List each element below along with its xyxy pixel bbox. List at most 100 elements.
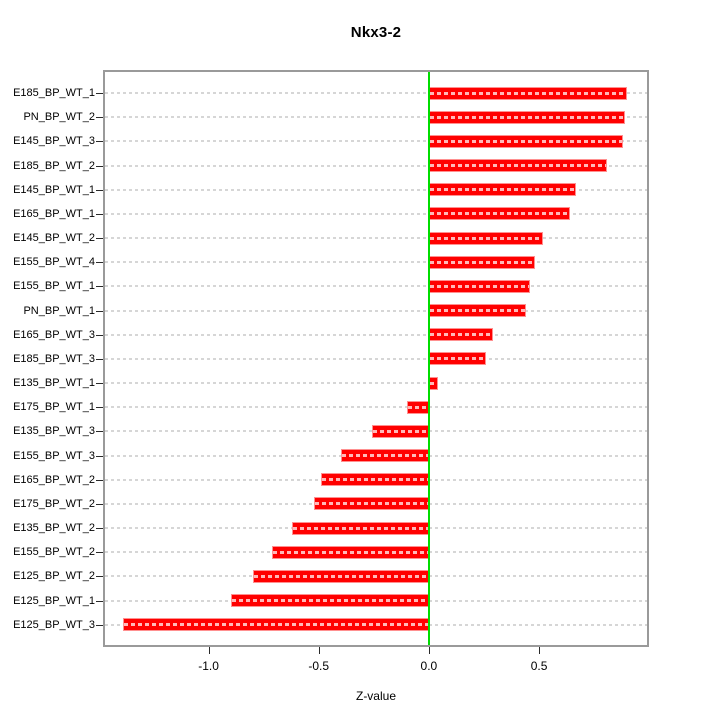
bar-E185_BP_WT_3 xyxy=(428,352,487,366)
bar-E175_BP_WT_1 xyxy=(406,400,429,414)
y-tick-mark xyxy=(96,576,103,578)
plot-area xyxy=(103,70,649,647)
y-tick-mark xyxy=(96,383,103,385)
grid-line xyxy=(105,309,647,312)
bar-E125_BP_WT_1 xyxy=(230,594,429,608)
bar-E125_BP_WT_2 xyxy=(252,569,429,583)
y-tick-label: E155_BP_WT_3 xyxy=(13,449,95,462)
y-tick-label: E125_BP_WT_2 xyxy=(13,570,95,583)
y-tick-mark xyxy=(96,600,103,602)
grid-line xyxy=(105,406,647,409)
grid-line xyxy=(105,188,647,191)
y-tick-mark xyxy=(96,93,103,94)
bar-highlight-dashes xyxy=(253,574,428,578)
x-tick-mark xyxy=(318,647,320,654)
y-tick-mark xyxy=(96,286,103,288)
bar-highlight-dashes xyxy=(429,357,486,361)
y-tick-label: E145_BP_WT_1 xyxy=(13,183,95,196)
bar-E165_BP_WT_2 xyxy=(320,473,429,487)
bar-highlight-dashes xyxy=(341,454,428,458)
bar-PN_BP_WT_1 xyxy=(428,304,526,318)
bar-highlight-dashes xyxy=(429,260,534,264)
bar-highlight-dashes xyxy=(429,139,622,143)
y-tick-mark xyxy=(96,310,103,312)
bar-highlight-dashes xyxy=(429,236,543,240)
y-tick-mark xyxy=(96,479,103,481)
x-tick-label: 0.0 xyxy=(420,659,438,673)
bar-E175_BP_WT_2 xyxy=(314,497,429,511)
bar-E165_BP_WT_1 xyxy=(428,207,570,221)
bar-highlight-dashes xyxy=(293,526,428,530)
y-tick-label: E135_BP_WT_2 xyxy=(13,522,95,535)
x-tick-label: -1.0 xyxy=(198,659,219,673)
y-tick-mark xyxy=(96,528,103,530)
bar-PN_BP_WT_2 xyxy=(428,110,625,124)
bar-E155_BP_WT_4 xyxy=(428,255,535,269)
x-tick-label: 0.5 xyxy=(530,659,548,673)
bar-E145_BP_WT_1 xyxy=(428,183,577,197)
grid-line xyxy=(105,164,647,167)
x-tick-mark xyxy=(208,647,210,654)
y-tick-mark xyxy=(96,358,103,360)
bar-E155_BP_WT_1 xyxy=(428,279,531,293)
y-tick-mark xyxy=(96,455,103,457)
bar-highlight-dashes xyxy=(123,623,428,627)
x-tick-mark xyxy=(428,647,430,654)
y-tick-label: E185_BP_WT_1 xyxy=(13,87,95,99)
bar-highlight-dashes xyxy=(429,188,576,192)
bar-E185_BP_WT_1 xyxy=(428,86,628,100)
y-tick-label: PN_BP_WT_1 xyxy=(23,304,95,317)
grid-line xyxy=(105,357,647,360)
bar-highlight-dashes xyxy=(429,381,437,385)
bar-E135_BP_WT_3 xyxy=(371,424,429,438)
bar-E125_BP_WT_3 xyxy=(122,618,429,632)
y-tick-mark xyxy=(96,624,103,626)
bar-highlight-dashes xyxy=(273,550,428,554)
grid-line xyxy=(105,116,647,119)
y-tick-mark xyxy=(96,189,103,191)
y-tick-label: E155_BP_WT_4 xyxy=(13,256,95,269)
bar-highlight-dashes xyxy=(429,115,624,119)
y-tick-label: E125_BP_WT_3 xyxy=(13,618,95,631)
y-tick-mark xyxy=(96,141,103,143)
bar-highlight-dashes xyxy=(429,284,530,288)
y-tick-label: E175_BP_WT_2 xyxy=(13,497,95,510)
bar-E135_BP_WT_1 xyxy=(428,376,438,390)
bar-E135_BP_WT_2 xyxy=(292,521,429,535)
y-tick-label: E125_BP_WT_1 xyxy=(13,594,95,607)
x-axis-title: Z-value xyxy=(355,689,396,703)
bar-E155_BP_WT_2 xyxy=(272,545,429,559)
y-tick-label: E165_BP_WT_1 xyxy=(13,207,95,220)
bar-E155_BP_WT_3 xyxy=(340,449,429,463)
grid-line xyxy=(105,237,647,240)
bar-E185_BP_WT_2 xyxy=(428,159,608,172)
grid-line xyxy=(105,382,647,385)
grid-line xyxy=(105,261,647,264)
grid-line xyxy=(105,285,647,288)
y-tick-label: E165_BP_WT_3 xyxy=(13,328,95,341)
bar-highlight-dashes xyxy=(321,478,428,482)
y-tick-mark xyxy=(96,165,103,167)
y-tick-mark xyxy=(96,262,103,264)
y-tick-mark xyxy=(96,407,103,409)
y-tick-label: E185_BP_WT_2 xyxy=(13,159,95,172)
y-tick-label: E145_BP_WT_2 xyxy=(13,232,95,245)
bar-highlight-dashes xyxy=(407,405,428,409)
chart-title: Nkx3-2 xyxy=(350,24,402,41)
y-tick-label: PN_BP_WT_2 xyxy=(23,111,95,124)
y-tick-label: E155_BP_WT_2 xyxy=(13,546,95,559)
x-tick-mark xyxy=(539,647,541,654)
y-tick-mark xyxy=(96,431,103,433)
bar-highlight-dashes xyxy=(429,212,569,216)
grid-line xyxy=(105,92,647,94)
y-tick-mark xyxy=(96,503,103,505)
bar-highlight-dashes xyxy=(231,599,428,603)
y-tick-label: E185_BP_WT_3 xyxy=(13,352,95,365)
bar-highlight-dashes xyxy=(429,309,525,313)
y-tick-mark xyxy=(96,334,103,336)
y-tick-label: E165_BP_WT_2 xyxy=(13,473,95,486)
y-tick-mark xyxy=(96,213,103,215)
grid-line xyxy=(105,140,647,143)
y-tick-mark xyxy=(96,117,103,119)
